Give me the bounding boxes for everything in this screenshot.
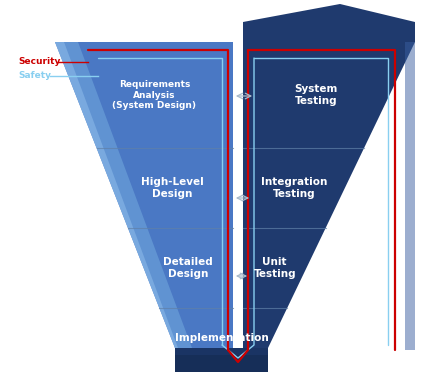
Text: Safety: Safety [18,72,51,80]
Text: High-Level
Design: High-Level Design [141,177,204,199]
Text: Requirements
Analysis
(System Design): Requirements Analysis (System Design) [112,80,196,110]
Text: Unit
Testing: Unit Testing [253,257,296,279]
Polygon shape [243,4,415,42]
Polygon shape [405,42,415,350]
Polygon shape [55,42,192,348]
Text: Security: Security [18,58,60,66]
Polygon shape [175,348,268,365]
Text: Integration
Testing: Integration Testing [261,177,327,199]
Text: System
Testing: System Testing [295,84,338,106]
Polygon shape [55,42,233,348]
Polygon shape [55,42,178,348]
Text: Implementation: Implementation [175,333,268,343]
Text: Detailed
Design: Detailed Design [164,257,213,279]
Polygon shape [175,355,268,372]
Polygon shape [243,42,415,348]
